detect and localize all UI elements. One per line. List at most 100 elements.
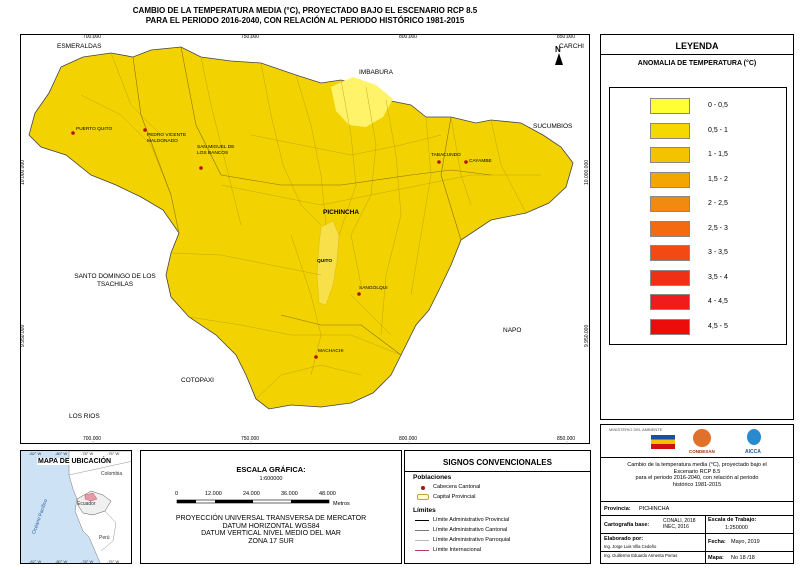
scale-panel: ESCALA GRÁFICA: 1:600000 0 12.000 24.000…	[140, 450, 402, 564]
scale-title: ESCALA GRÁFICA:	[236, 465, 306, 474]
info-cartografia-row: Cartografía base: CONALI, 2018 INEC, 201…	[601, 515, 793, 533]
symbols-cabecera: Cabecera Cantonal	[433, 484, 481, 490]
ubi-tick-bottom-4: -76° W	[107, 559, 120, 564]
x-tick-bottom-1: 700.000	[83, 436, 102, 442]
title-line-1: CAMBIO DE LA TEMPERATURA MEDIA (°C), PRO…	[132, 6, 478, 15]
scale-num-0: 0	[175, 491, 179, 497]
info-divider	[705, 516, 706, 533]
label-imbabura: IMBABURA	[359, 69, 393, 76]
aicca-logo-icon	[747, 429, 761, 445]
x-tick-top-2: 750.000	[241, 34, 260, 40]
label-esmeraldas: ESMERALDAS	[57, 43, 102, 50]
symbols-internacional: Límite Internacional	[433, 547, 481, 553]
desc-line-3: para el periodo 2016-2040, con relación …	[635, 475, 759, 481]
elaborado-value-2: Ing. Guillermo Eduardo Armenta Porras	[604, 553, 678, 558]
location-map-title: MAPA DE UBICACIÓN	[37, 458, 113, 465]
pichincha-province-shape	[28, 46, 574, 410]
fecha-label: Fecha:	[708, 539, 726, 545]
legend-label: 3,5 - 4	[708, 273, 728, 281]
label-ecuador: Ecuador	[77, 501, 96, 507]
logo-condesan: CONDESAN	[689, 449, 715, 454]
legend-swatch	[650, 245, 690, 261]
symbols-title: SIGNOS CONVENCIONALES	[443, 458, 552, 467]
legend-label: 3 - 3,5	[708, 249, 728, 256]
ubi-tick-bottom-1: -82° W	[29, 559, 42, 564]
legend-label: 1,5 - 2	[708, 175, 728, 183]
info-provincia-row: Provincia: PICHINCHA	[601, 501, 793, 515]
legend-label: 1 - 1,5	[708, 151, 728, 158]
symbols-provincial: Límite Administrativo Provincial	[433, 517, 510, 523]
scale-bar	[176, 499, 330, 504]
label-carchi: CARCHI	[559, 43, 584, 50]
projection-line-4: ZONA 17 SUR	[248, 537, 294, 545]
label-cotopaxi: COTOPAXI	[181, 377, 214, 384]
scale-units: Metros	[333, 501, 350, 507]
x-tick-bottom-3: 800.000	[399, 436, 418, 442]
symbols-panel: SIGNOS CONVENCIONALES Poblaciones Cabece…	[404, 450, 591, 564]
fecha-value: Mayo, 2019	[731, 539, 760, 545]
cabecera-symbol-icon	[421, 486, 425, 490]
legend-swatch	[650, 147, 690, 163]
ubi-tick-bottom-3: -78° W	[81, 559, 94, 564]
label-santo-domingo: SANTO DOMINGO DE LOS TSACHILAS	[74, 273, 156, 288]
legend-label: 0,5 - 1	[708, 126, 728, 134]
projection-line-2: DATUM HORIZONTAL WGS84	[222, 522, 320, 530]
provincia-value: PICHINCHA	[639, 506, 670, 512]
x-tick-bottom-4: 850.000	[557, 436, 576, 442]
legend-swatch	[650, 196, 690, 212]
town-sangolqui: SANGOLQUI	[359, 286, 388, 291]
map-title: CAMBIO DE LA TEMPERATURA MEDIA (°C), PRO…	[20, 3, 590, 33]
location-map-canvas	[68, 451, 131, 563]
location-map: -82° W -80° W -78° W -76° W -82° W -80° …	[20, 450, 132, 564]
x-tick-top-4: 850.000	[557, 34, 576, 40]
elaborado-value-1: Ing. Jorge Luis Villa Cedeño	[604, 544, 657, 549]
scale-num-3: 36.000	[281, 491, 298, 497]
label-colombia: Colombia	[101, 471, 123, 477]
legend-swatch	[650, 98, 690, 114]
town-cayambe: CAYAMBE	[469, 159, 492, 164]
desc-line-4: histórico 1981-2015	[672, 481, 722, 488]
parroquial-boundaries	[80, 52, 541, 400]
scale-num-4: 48.000	[319, 491, 336, 497]
ubi-tick-top-2: -80° W	[55, 451, 68, 456]
ubi-tick-top-4: -76° W	[107, 451, 120, 456]
north-arrow-icon	[555, 53, 563, 65]
legend-swatch	[650, 269, 690, 286]
cantonal-boundaries	[132, 46, 492, 356]
symbols-cantonal: Límite Administrativo Cantonal	[433, 527, 508, 533]
internacional-line-icon	[415, 550, 429, 551]
mapa-value: No 18 /18	[731, 555, 755, 561]
ecuador-flag-icon	[651, 435, 675, 449]
legend-label: 2,5 - 3	[708, 224, 728, 232]
provincial-line-icon	[415, 520, 429, 521]
cartografia-value-2: INEC, 2016	[663, 524, 689, 530]
symbols-capital: Capital Provincial	[433, 494, 476, 500]
label-sucumbios: SUCUMBIOS	[533, 123, 573, 130]
town-machachi: MACHACHI	[318, 349, 344, 354]
projection-line-1: PROYECCIÓN UNIVERSAL TRANSVERSA DE MERCA…	[175, 515, 367, 522]
logo-aicca: AICCA	[745, 449, 761, 455]
symbols-limites: Límites	[413, 507, 436, 514]
symbols-parroquial: Límite Administrativo Parroquial	[433, 537, 511, 543]
north-letter: N	[555, 45, 561, 54]
projection-info: PROYECCIÓN UNIVERSAL TRANSVERSA DE MERCA…	[141, 515, 401, 545]
town-quito: QUITO	[317, 259, 333, 264]
legend-header: LEYENDA	[601, 35, 793, 55]
low-anomaly-zone	[331, 77, 393, 127]
ubi-tick-top-3: -78° W	[81, 451, 94, 456]
legend-label: 4 - 4,5	[708, 298, 728, 305]
ubi-tick-top-1: -82° W	[29, 451, 42, 456]
escala-value: 1:250000	[725, 525, 748, 531]
legend-swatch	[650, 318, 690, 335]
label-los-rios: LOS RIOS	[69, 413, 100, 420]
town-tabacundo: TABACUNDO	[431, 153, 461, 158]
x-tick-bottom-2: 750.000	[241, 436, 260, 442]
parroquial-line-icon	[415, 540, 429, 541]
logo-ministerio: MINISTERIO DEL AMBIENTE	[609, 427, 663, 432]
info-description: Cambio de la temperatura media (°C), pro…	[601, 457, 793, 501]
town-pvm: PEDRO VICENTE MALDONADO	[147, 133, 187, 144]
scale-num-2: 24.000	[243, 491, 260, 497]
cartografia-label: Cartografía base:	[604, 522, 650, 528]
scale-ratio: 1:600000	[259, 476, 283, 482]
label-pichincha: PICHINCHA	[323, 209, 360, 216]
